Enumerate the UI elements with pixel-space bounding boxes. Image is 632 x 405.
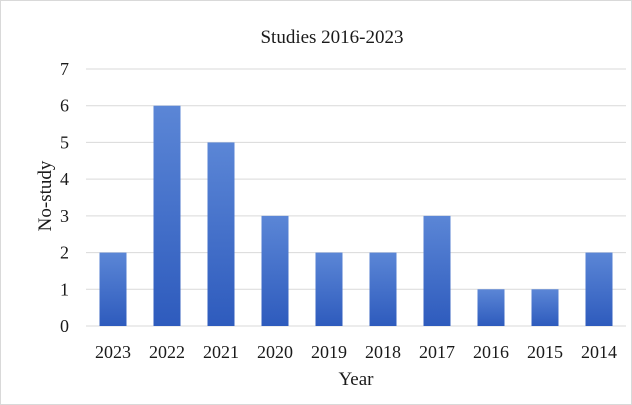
- bar-2018: [369, 252, 397, 326]
- bar-2021: [207, 142, 235, 326]
- x-axis-ticks: 2023 2022 2021 2020 2019 2018 2017 2016 2015 2014: [95, 342, 617, 362]
- bar-2019: [315, 252, 343, 326]
- bar-2016: [477, 289, 505, 326]
- bar-2015: [531, 289, 559, 326]
- x-tick-label: 2022: [149, 342, 185, 362]
- y-tick-label: 0: [60, 316, 69, 336]
- bars: [99, 105, 613, 326]
- y-tick-label: 1: [60, 279, 69, 299]
- y-tick-label: 6: [60, 96, 69, 116]
- y-tick-label: 7: [60, 59, 69, 79]
- y-tick-label: 2: [60, 243, 69, 263]
- x-tick-label: 2019: [311, 342, 347, 362]
- y-tick-label: 3: [60, 206, 69, 226]
- bar-2017: [423, 215, 451, 326]
- x-tick-label: 2018: [365, 342, 401, 362]
- y-tick-label: 5: [60, 132, 69, 152]
- y-tick-label: 4: [60, 169, 69, 189]
- x-tick-label: 2023: [95, 342, 131, 362]
- x-tick-label: 2016: [473, 342, 509, 362]
- x-tick-label: 2020: [257, 342, 293, 362]
- x-tick-label: 2014: [581, 342, 617, 362]
- bar-2020: [261, 215, 289, 326]
- x-tick-label: 2021: [203, 342, 239, 362]
- x-tick-label: 2017: [419, 342, 455, 362]
- y-axis-label: No-study: [35, 160, 56, 231]
- bar-2022: [153, 105, 181, 326]
- x-axis-label: Year: [338, 369, 374, 390]
- x-tick-label: 2015: [527, 342, 563, 362]
- bar-2014: [585, 252, 613, 326]
- bar-2023: [99, 252, 127, 326]
- chart-title: Studies 2016-2023: [260, 27, 403, 48]
- y-axis-ticks: 0 1 2 3 4 5 6 7: [60, 59, 69, 336]
